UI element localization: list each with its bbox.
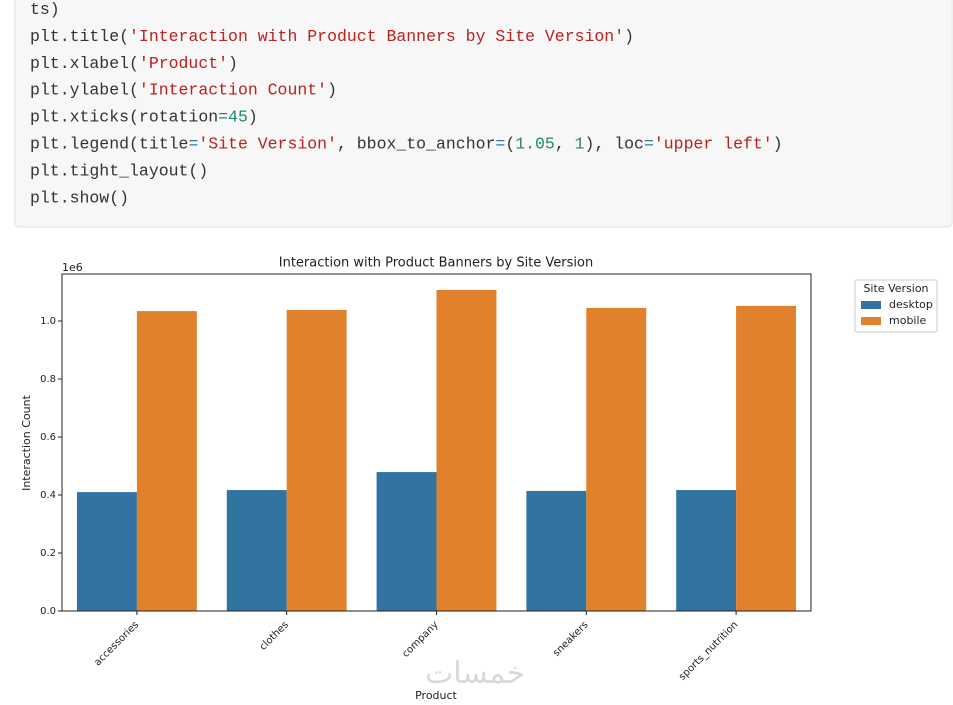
- code-token: (: [505, 135, 515, 154]
- plot: 0.0 0.2 0.4 0.6 0.8 1.0 accessories clothes comp…: [40, 273, 812, 683]
- code-token: plt.legend(title: [30, 135, 188, 154]
- legend-swatch: [861, 301, 881, 309]
- legend-swatch: [861, 317, 881, 325]
- code-token: ts): [30, 0, 60, 19]
- code-token: 1: [575, 135, 585, 154]
- code-token: 'Interaction with Product Banners by Sit…: [129, 27, 624, 46]
- plot-frame: [61, 273, 812, 612]
- code-token: 'upper left': [654, 135, 773, 154]
- bar: [736, 305, 797, 611]
- bar: [226, 490, 287, 611]
- x-axis-label: Product: [415, 689, 457, 702]
- code-token: ): [773, 135, 783, 154]
- code-token: ): [624, 27, 634, 46]
- code-token: plt.show(): [30, 189, 129, 208]
- y-tick-label: 0.4: [40, 490, 56, 501]
- bar: [586, 307, 647, 611]
- code-token: plt.tight_layout(): [30, 162, 208, 181]
- bar: [286, 309, 347, 611]
- x-tick-label: accessories: [92, 619, 141, 668]
- x-tick-label: company: [400, 619, 440, 659]
- code-token: =: [644, 135, 654, 154]
- y-axis-label: Interaction Count: [20, 394, 33, 491]
- code-token: ), loc: [585, 135, 644, 154]
- bar: [436, 289, 497, 611]
- y-tick-label: 1.0: [40, 316, 56, 327]
- code-token: =: [495, 135, 505, 154]
- code-token: plt.xlabel(: [30, 54, 139, 73]
- y-tick-label: 0.6: [40, 432, 56, 443]
- legend: desktop mobile: [861, 298, 933, 327]
- x-tick-label: sneakers: [551, 619, 590, 658]
- code-token: =: [188, 135, 198, 154]
- bar: [136, 311, 197, 611]
- code-line: plt.xticks(rotation=45): [30, 108, 258, 127]
- code-line: plt.show(): [30, 189, 129, 208]
- legend-label: mobile: [889, 314, 927, 327]
- code-line: plt.ylabel('Interaction Count'): [30, 81, 337, 100]
- x-tick-label: clothes: [258, 619, 291, 652]
- bar: [676, 490, 737, 611]
- code-token: 45: [228, 108, 248, 127]
- code-token: ): [327, 81, 337, 100]
- code-token: , bbox_to_anchor: [337, 135, 495, 154]
- legend-title: Site Version: [863, 282, 928, 295]
- watermark: خمسات: [425, 656, 525, 691]
- code-line: plt.tight_layout(): [30, 162, 208, 181]
- y-tick-label: 0.8: [40, 374, 56, 385]
- y-offset-label: 1e6: [62, 261, 83, 274]
- code-token: plt.xticks(rotation: [30, 108, 218, 127]
- x-tick-label: sports_nutrition: [677, 619, 740, 682]
- code-token: ): [228, 54, 238, 73]
- code-token: ,: [555, 135, 575, 154]
- y-tick-label: 0.0: [40, 606, 56, 617]
- code-cell: [14, 0, 953, 228]
- code-token: ): [248, 108, 258, 127]
- code-line: plt.title('Interaction with Product Bann…: [30, 27, 634, 46]
- y-tick-label: 0.2: [40, 548, 56, 559]
- code-block: ts) plt.title('Interaction with Product B…: [30, 0, 783, 207]
- code-token: plt.ylabel(: [30, 81, 139, 100]
- bar: [526, 490, 587, 611]
- code-line: plt.legend(title='Site Version', bbox_to…: [30, 135, 783, 154]
- code-token: 'Product': [139, 54, 228, 73]
- chart-title: Interaction with Product Banners by Site…: [279, 256, 593, 271]
- code-token: 1.05: [515, 135, 555, 154]
- bar: [376, 472, 437, 611]
- code-token: 'Site Version': [198, 135, 337, 154]
- legend-label: desktop: [889, 298, 933, 311]
- code-line: plt.xlabel('Product'): [30, 54, 238, 73]
- code-token: plt.title(: [30, 27, 129, 46]
- bar: [76, 492, 137, 611]
- code-token: 'Interaction Count': [139, 81, 327, 100]
- code-line: ts): [30, 0, 60, 19]
- code-token: =: [218, 108, 228, 127]
